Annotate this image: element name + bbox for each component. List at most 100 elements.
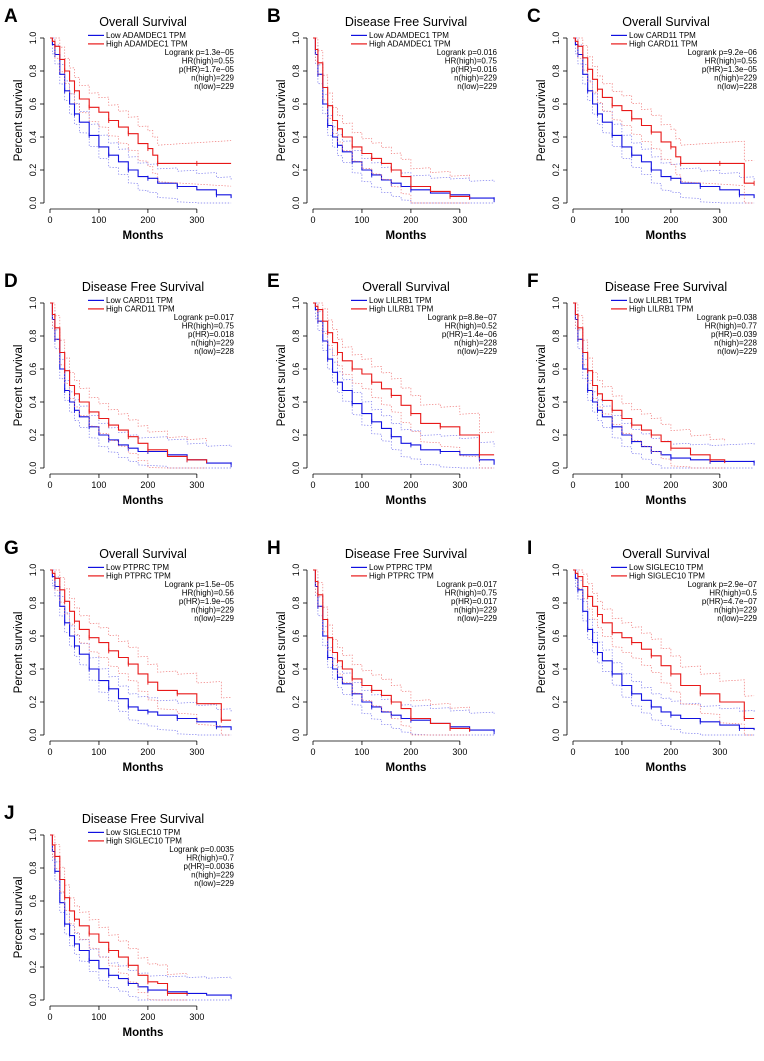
chart-title: Disease Free Survival	[82, 812, 204, 826]
ci-band-upper	[573, 37, 755, 181]
stat-line: p(HR)=1.3e−05	[702, 65, 758, 74]
y-axis-label: Percent survival	[276, 80, 288, 162]
legend-label: Low CARD11 TPM	[629, 31, 696, 40]
stat-line: HR(high)=0.52	[445, 322, 498, 331]
x-tick-label: 100	[354, 480, 369, 490]
x-tick-label: 100	[91, 1012, 106, 1022]
stat-line: n(high)=228	[714, 339, 757, 348]
legend-label: Low ADAMDEC1 TPM	[369, 31, 449, 40]
y-tick-label: 1.0	[291, 32, 301, 45]
chart-title: Disease Free Survival	[345, 547, 467, 561]
x-tick-label: 200	[663, 480, 678, 490]
stat-line: n(high)=229	[454, 74, 497, 83]
stat-line: HR(high)=0.5	[709, 589, 757, 598]
ci-band-upper	[573, 569, 755, 697]
km-panel-b: B Disease Free Survival 0.0 0.2 0.4 0.6 0.8 1.0…	[267, 6, 498, 242]
chart-title: Overall Survival	[622, 547, 710, 561]
km-panel-f: F Disease Free Survival 0.0 0.2 0.4 0.6 0.8 1.0…	[527, 271, 758, 507]
ci-band-upper	[573, 569, 755, 713]
y-tick-label: 0.8	[551, 330, 561, 343]
stat-line: p(HR)=0.017	[451, 597, 498, 606]
series-low	[50, 37, 232, 204]
stat-line: Logrank p=1.5e−05	[165, 580, 235, 589]
series-low	[50, 569, 232, 736]
ci-band-lower	[50, 302, 232, 469]
km-panel-e: E Overall Survival 0.0 0.2 0.4 0.6 0.8 1.0 0 100 2…	[267, 271, 498, 507]
y-tick-label: 0.0	[28, 462, 38, 475]
series-high	[50, 569, 232, 736]
km-panel-j: J Disease Free Survival 0.0 0.2 0.4 0.6 0.8 1.0…	[4, 803, 235, 1039]
km-panel-d: D Disease Free Survival 0.0 0.2 0.4 0.6 0.8 1.0…	[4, 271, 235, 507]
stat-line: Logrank p=1.3e−05	[165, 48, 235, 57]
x-axis-label: Months	[123, 762, 164, 774]
km-panel-c: C Overall Survival 0.0 0.2 0.4 0.6 0.8 1.0 0 100 2…	[527, 6, 758, 242]
series-high	[313, 569, 471, 736]
panel-label: D	[4, 271, 18, 292]
ci-band-upper	[50, 834, 232, 979]
x-axis-label: Months	[386, 762, 427, 774]
legend-label: High SIGLEC10 TPM	[106, 837, 182, 846]
y-tick-label: 0.6	[28, 363, 38, 376]
y-axis-label: Percent survival	[13, 612, 25, 694]
x-tick-label: 300	[452, 215, 467, 225]
stat-line: HR(high)=0.77	[705, 322, 758, 331]
x-tick-label: 100	[354, 747, 369, 757]
legend-label: High CARD11 TPM	[106, 305, 175, 314]
stat-line: n(low)=229	[194, 879, 234, 888]
survival-curve	[313, 37, 495, 200]
stat-line: p(HR)=4.7e−07	[702, 597, 758, 606]
x-axis-label: Months	[646, 762, 687, 774]
survival-curve	[573, 569, 755, 720]
x-tick-label: 300	[189, 747, 204, 757]
x-tick-label: 200	[140, 215, 155, 225]
stat-line: p(HR)=0.0036	[184, 862, 235, 871]
stat-line: Logrank p=0.0035	[169, 845, 234, 854]
x-tick-label: 0	[47, 1012, 52, 1022]
y-tick-label: 0.4	[551, 131, 561, 144]
series-high	[313, 302, 495, 469]
y-tick-label: 1.0	[551, 564, 561, 577]
stat-line: n(high)=229	[191, 339, 234, 348]
km-panel-i: I Overall Survival 0.0 0.2 0.4 0.6 0.8 1.0 0 100 2…	[527, 538, 758, 774]
panel-label: A	[4, 6, 18, 27]
ci-band-lower	[573, 37, 755, 204]
y-tick-label: 0.8	[551, 65, 561, 78]
panel-label: C	[527, 6, 541, 27]
y-tick-label: 0.0	[28, 729, 38, 742]
x-tick-label: 200	[663, 747, 678, 757]
y-tick-label: 0.6	[291, 98, 301, 111]
x-tick-label: 0	[310, 215, 315, 225]
y-tick-label: 0.2	[28, 164, 38, 177]
stat-line: p(HR)=0.039	[711, 330, 758, 339]
x-axis-label: Months	[646, 230, 687, 242]
x-axis-label: Months	[386, 495, 427, 507]
chart-title: Overall Survival	[99, 547, 187, 561]
panel-label: B	[267, 6, 281, 27]
stat-line: HR(high)=0.75	[445, 589, 498, 598]
stat-line: n(low)=229	[457, 347, 497, 356]
y-tick-label: 0.8	[551, 597, 561, 610]
y-tick-label: 0.6	[551, 98, 561, 111]
km-panel-g: G Overall Survival 0.0 0.2 0.4 0.6 0.8 1.0 0 100 2…	[4, 538, 235, 774]
survival-curve	[313, 569, 471, 732]
x-tick-label: 200	[140, 480, 155, 490]
y-tick-label: 0.0	[551, 462, 561, 475]
ci-band-lower	[50, 569, 232, 736]
y-axis-label: Percent survival	[536, 345, 548, 427]
chart-title: Overall Survival	[99, 15, 187, 29]
chart-title: Disease Free Survival	[605, 280, 727, 294]
y-axis-label: Percent survival	[276, 345, 288, 427]
stat-line: n(low)=229	[717, 614, 757, 623]
stat-line: HR(high)=0.56	[182, 589, 235, 598]
survival-curve	[573, 302, 726, 464]
legend-label: High LILRB1 TPM	[629, 305, 694, 314]
stat-line: Logrank p=0.038	[697, 313, 758, 322]
stat-line: n(low)=229	[457, 82, 497, 91]
x-tick-label: 0	[310, 747, 315, 757]
x-tick-label: 200	[403, 747, 418, 757]
y-tick-label: 0.8	[291, 330, 301, 343]
km-panel-h: H Disease Free Survival 0.0 0.2 0.4 0.6 0.8 1.0…	[267, 538, 498, 774]
y-axis-label: Percent survival	[536, 80, 548, 162]
y-tick-label: 0.0	[291, 729, 301, 742]
